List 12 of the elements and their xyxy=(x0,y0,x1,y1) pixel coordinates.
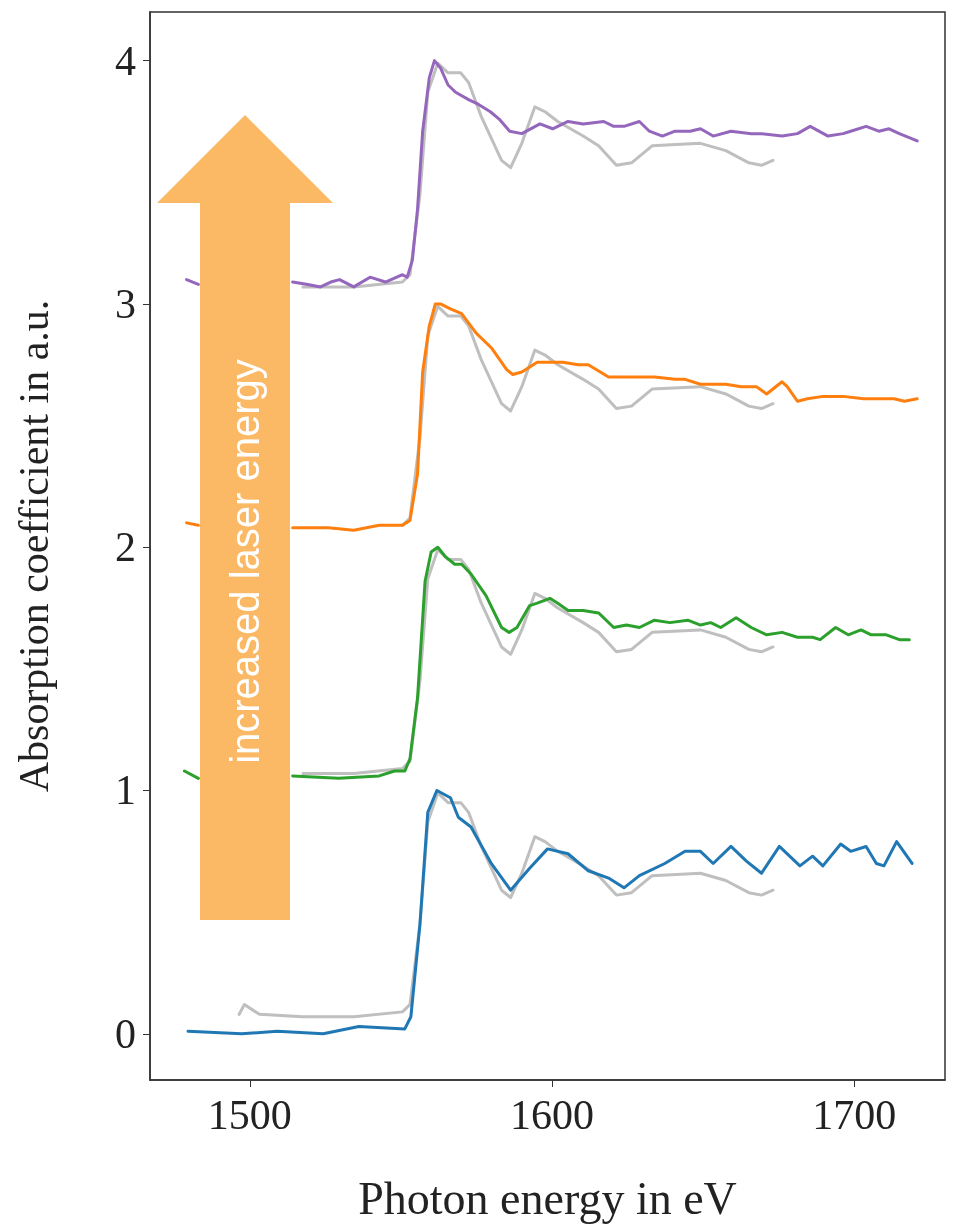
y-tick-label: 0 xyxy=(115,1010,136,1057)
x-tick-label: 1500 xyxy=(207,1092,292,1138)
y-tick-label: 3 xyxy=(115,280,136,327)
x-axis-title: Photon energy in eV xyxy=(358,1172,737,1224)
y-tick-label: 2 xyxy=(115,524,136,571)
x-tick-label: 1600 xyxy=(510,1092,595,1138)
y-tick-label: 4 xyxy=(115,37,136,84)
x-tick-label: 1700 xyxy=(812,1092,897,1138)
y-tick-label: 1 xyxy=(115,767,136,814)
y-axis-title: Absorption coefficient in a.u. xyxy=(11,299,57,793)
line-series xyxy=(186,789,914,1036)
annotation: increased laser energy xyxy=(222,359,268,764)
